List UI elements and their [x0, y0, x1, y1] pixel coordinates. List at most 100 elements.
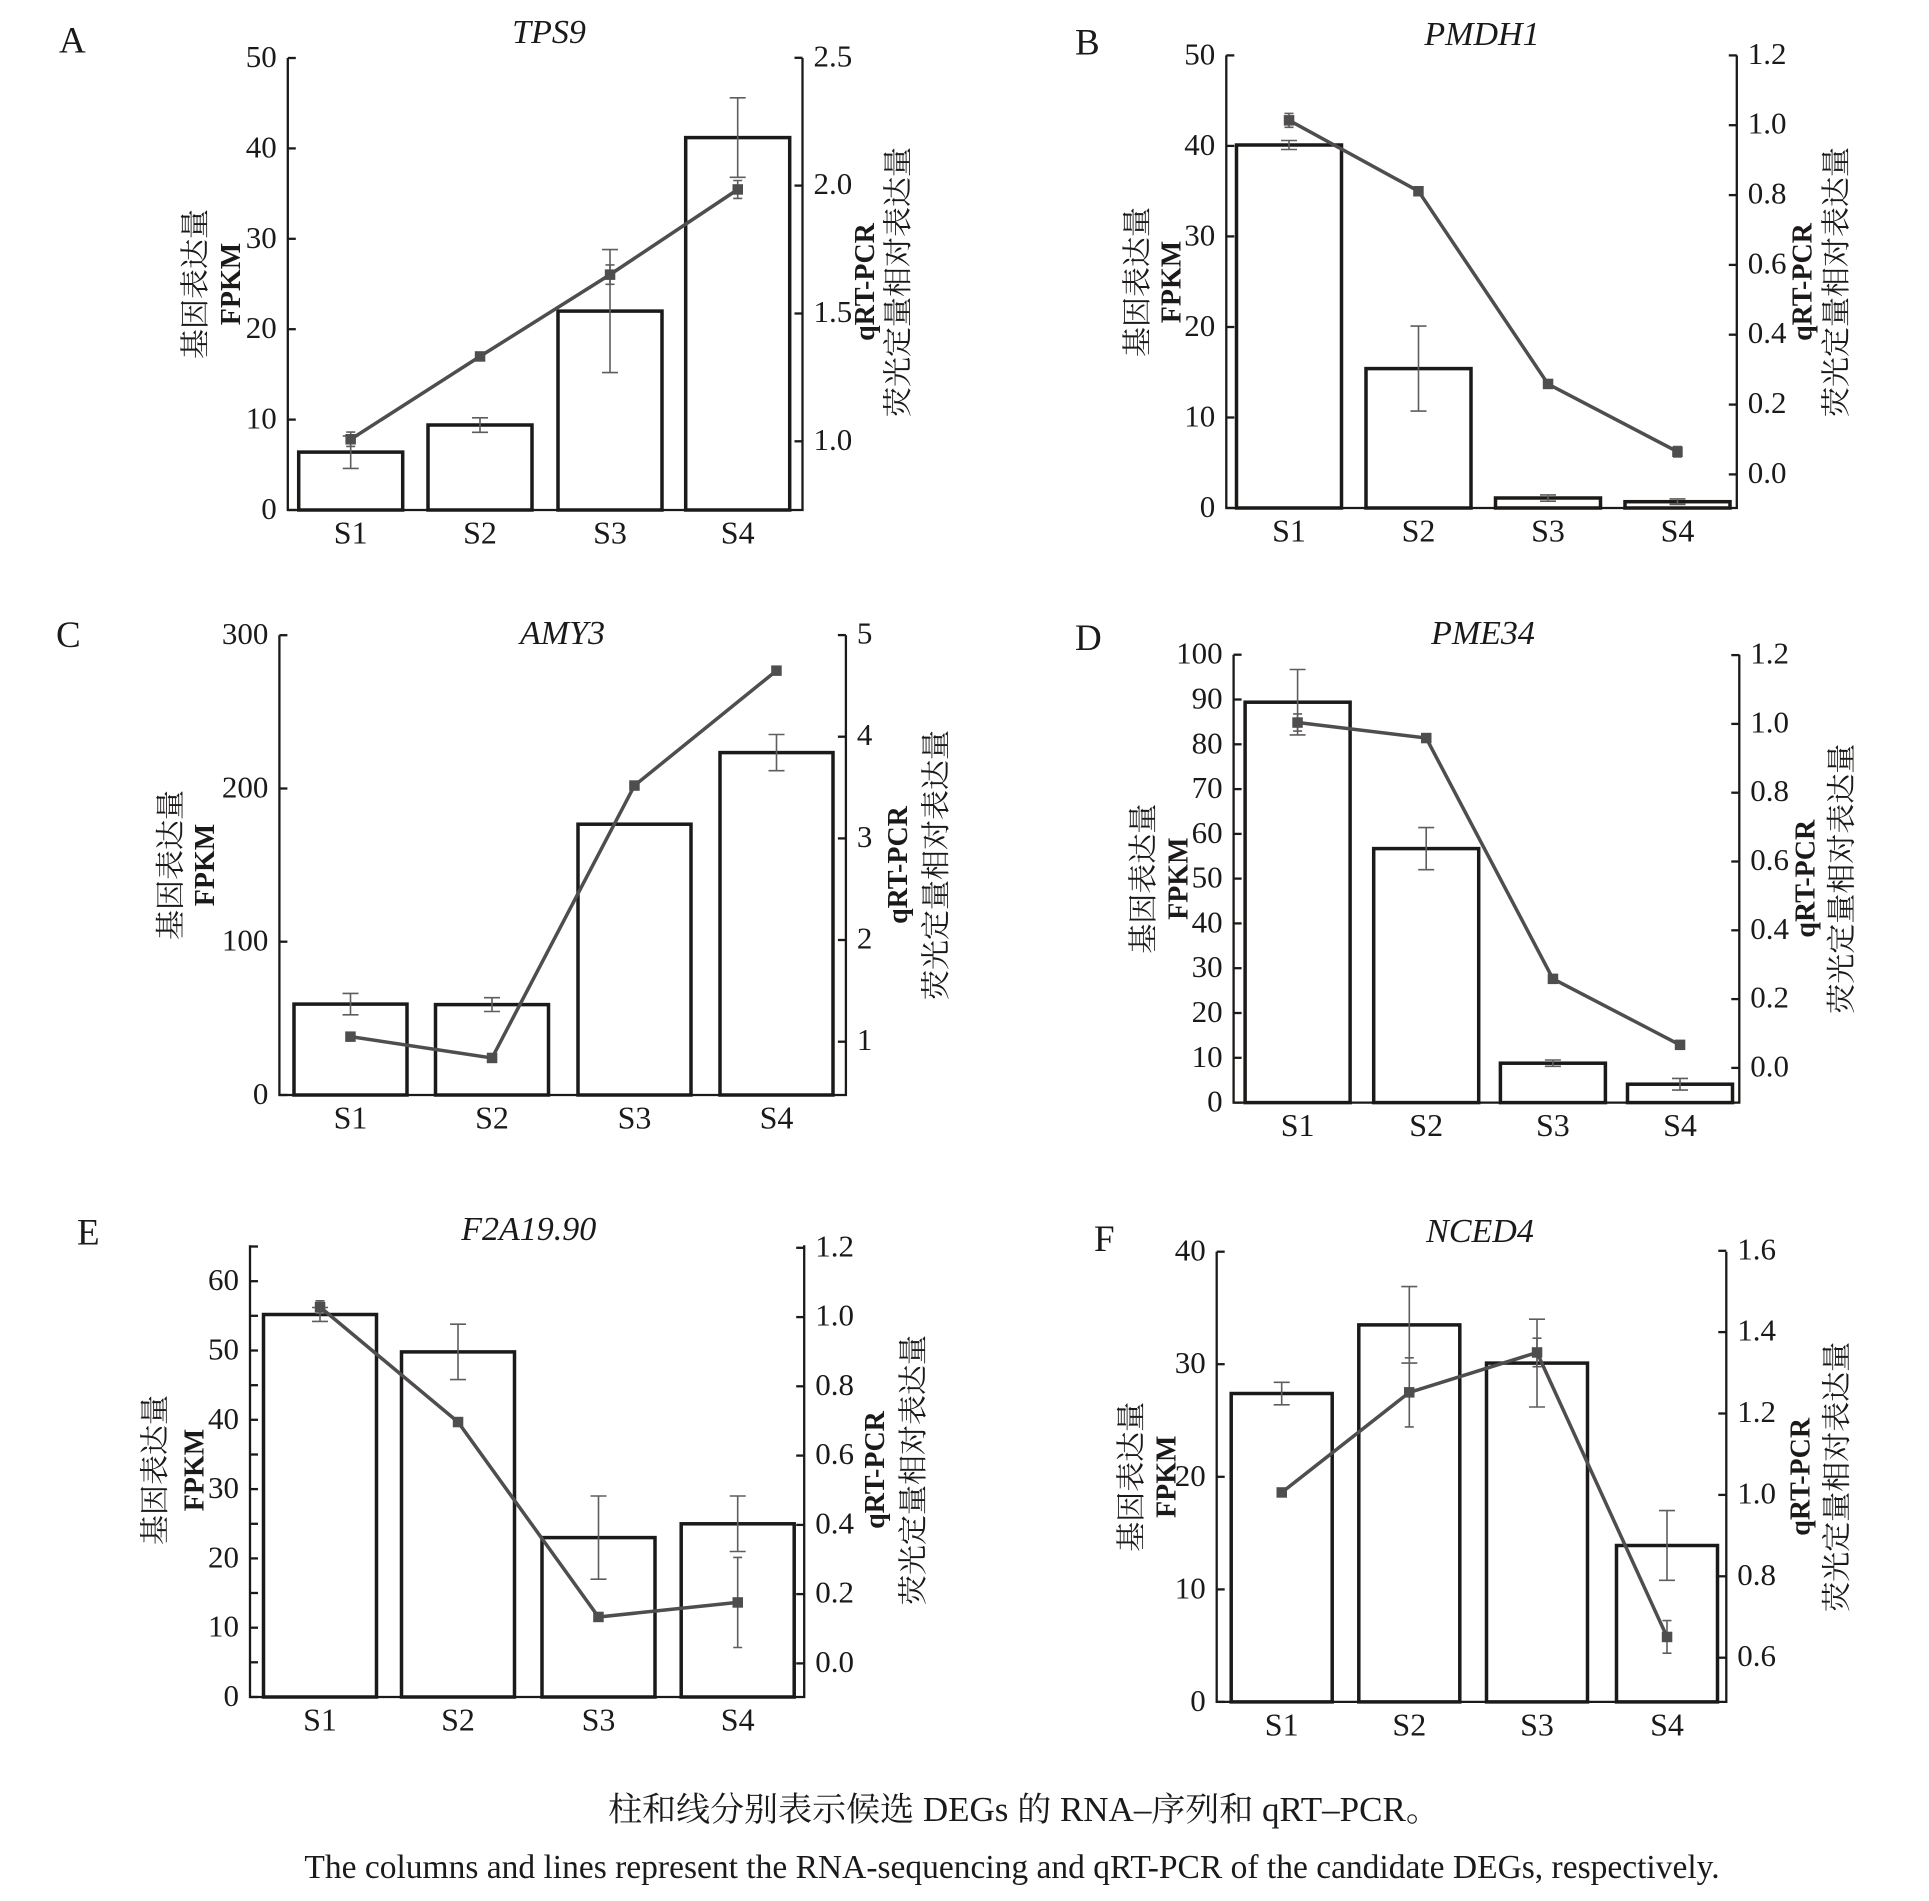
- svg-text:0.0: 0.0: [815, 1644, 854, 1679]
- svg-text:FPKM: FPKM: [180, 1429, 211, 1511]
- svg-text:S1: S1: [1272, 513, 1306, 549]
- svg-text:S4: S4: [760, 1100, 794, 1136]
- svg-text:qRT-PCR: qRT-PCR: [850, 222, 881, 341]
- svg-text:0.8: 0.8: [815, 1367, 854, 1402]
- svg-text:20: 20: [1184, 308, 1215, 343]
- svg-text:1.5: 1.5: [814, 294, 853, 329]
- svg-text:PME34: PME34: [1430, 615, 1535, 652]
- svg-text:The columns and lines represen: The columns and lines represent the RNA-…: [304, 1849, 1719, 1886]
- svg-text:50: 50: [208, 1332, 239, 1367]
- svg-text:C: C: [56, 615, 81, 656]
- svg-text:qRT-PCR: qRT-PCR: [883, 805, 914, 924]
- svg-text:80: 80: [1192, 725, 1223, 760]
- svg-text:1.0: 1.0: [815, 1298, 854, 1333]
- svg-text:0.2: 0.2: [815, 1575, 854, 1610]
- svg-text:1.2: 1.2: [1750, 636, 1789, 671]
- svg-text:qRT–PCR: qRT–PCR: [1253, 1790, 1406, 1829]
- svg-text:D: D: [1075, 618, 1102, 659]
- svg-text:100: 100: [222, 923, 269, 958]
- svg-text:S1: S1: [1281, 1107, 1315, 1143]
- svg-text:0.6: 0.6: [1750, 842, 1789, 877]
- svg-text:90: 90: [1192, 681, 1223, 716]
- svg-text:FPKM: FPKM: [190, 824, 221, 906]
- svg-text:S4: S4: [1661, 513, 1695, 549]
- svg-text:0.0: 0.0: [1750, 1048, 1789, 1083]
- svg-text:1.6: 1.6: [1737, 1231, 1776, 1266]
- svg-text:0.8: 0.8: [1750, 773, 1789, 808]
- svg-text:10: 10: [1184, 399, 1215, 434]
- svg-text:1.0: 1.0: [1737, 1475, 1776, 1510]
- svg-text:PMDH1: PMDH1: [1423, 16, 1539, 53]
- svg-text:FPKM: FPKM: [1152, 1436, 1183, 1518]
- svg-text:10: 10: [1175, 1570, 1206, 1605]
- svg-text:5: 5: [857, 616, 873, 651]
- svg-text:S1: S1: [334, 1100, 368, 1136]
- svg-text:DEGs: DEGs: [914, 1790, 1017, 1829]
- svg-text:S2: S2: [1409, 1107, 1443, 1143]
- svg-text:1.0: 1.0: [1748, 106, 1787, 141]
- svg-text:S1: S1: [334, 515, 368, 551]
- svg-text:1.2: 1.2: [815, 1228, 854, 1263]
- svg-text:S3: S3: [618, 1100, 652, 1136]
- svg-text:F2A19.90: F2A19.90: [460, 1211, 596, 1248]
- svg-text:30: 30: [1192, 949, 1223, 984]
- svg-text:2: 2: [857, 921, 873, 956]
- svg-text:2.5: 2.5: [814, 38, 853, 73]
- svg-text:20: 20: [1175, 1458, 1206, 1493]
- svg-text:S1: S1: [1265, 1706, 1299, 1742]
- svg-text:qRT-PCR: qRT-PCR: [1790, 819, 1821, 938]
- svg-text:RNA–: RNA–: [1051, 1790, 1152, 1829]
- svg-text:1.4: 1.4: [1737, 1313, 1776, 1348]
- svg-text:30: 30: [1175, 1345, 1206, 1380]
- svg-text:40: 40: [246, 129, 277, 164]
- svg-text:0.2: 0.2: [1750, 980, 1789, 1015]
- svg-text:S1: S1: [303, 1702, 337, 1738]
- svg-text:40: 40: [1192, 904, 1223, 939]
- svg-text:200: 200: [222, 770, 269, 805]
- svg-text:50: 50: [1184, 36, 1215, 71]
- svg-text:0.6: 0.6: [815, 1436, 854, 1471]
- svg-text:20: 20: [1192, 994, 1223, 1029]
- svg-text:S4: S4: [1663, 1107, 1697, 1143]
- svg-text:NCED4: NCED4: [1425, 1213, 1534, 1250]
- svg-text:3: 3: [857, 819, 873, 854]
- svg-text:A: A: [59, 21, 86, 62]
- svg-text:1.0: 1.0: [1750, 704, 1789, 739]
- svg-text:10: 10: [208, 1609, 239, 1644]
- svg-text:FPKM: FPKM: [216, 243, 247, 325]
- svg-text:qRT-PCR: qRT-PCR: [860, 1410, 891, 1529]
- svg-text:20: 20: [208, 1539, 239, 1574]
- svg-text:0.8: 0.8: [1748, 176, 1787, 211]
- svg-text:S4: S4: [721, 1702, 755, 1738]
- svg-text:FPKM: FPKM: [1156, 241, 1187, 323]
- svg-text:0.4: 0.4: [1748, 315, 1787, 350]
- svg-text:0: 0: [1200, 489, 1216, 524]
- svg-text:70: 70: [1192, 770, 1223, 805]
- svg-text:S2: S2: [1402, 513, 1436, 549]
- svg-text:S4: S4: [721, 515, 755, 551]
- svg-text:10: 10: [1192, 1039, 1223, 1074]
- svg-text:B: B: [1075, 23, 1100, 64]
- svg-text:40: 40: [1175, 1233, 1206, 1268]
- svg-text:S4: S4: [1650, 1706, 1684, 1742]
- svg-text:0: 0: [261, 491, 277, 526]
- svg-text:0: 0: [1207, 1084, 1223, 1119]
- svg-text:100: 100: [1176, 636, 1223, 671]
- svg-text:0.0: 0.0: [1748, 455, 1787, 490]
- svg-text:S3: S3: [1536, 1107, 1570, 1143]
- svg-text:50: 50: [246, 39, 277, 74]
- svg-text:1.2: 1.2: [1748, 36, 1787, 71]
- svg-text:0: 0: [253, 1076, 269, 1111]
- svg-text:S3: S3: [582, 1702, 616, 1738]
- svg-text:30: 30: [1184, 217, 1215, 252]
- svg-text:0.2: 0.2: [1748, 385, 1787, 420]
- svg-text:AMY3: AMY3: [518, 615, 605, 652]
- svg-text:60: 60: [1192, 815, 1223, 850]
- svg-text:0: 0: [1190, 1683, 1206, 1718]
- svg-text:4: 4: [857, 717, 873, 752]
- svg-text:1.2: 1.2: [1737, 1394, 1776, 1429]
- svg-text:F: F: [1094, 1219, 1115, 1260]
- svg-text:qRT-PCR: qRT-PCR: [1788, 222, 1819, 341]
- svg-text:0.4: 0.4: [1750, 911, 1789, 946]
- svg-text:20: 20: [246, 310, 277, 345]
